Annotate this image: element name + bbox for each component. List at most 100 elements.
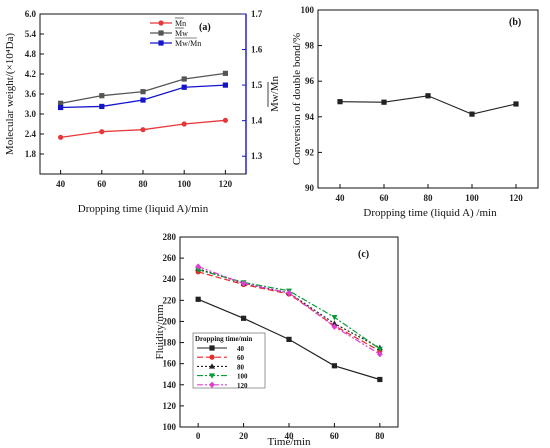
y-tick-label-c: 220 bbox=[163, 295, 177, 305]
legend-label-a: Mw/Mn bbox=[175, 39, 201, 48]
chart-panel-a: 40 60 80 100 120 1.8 2.4 3.0 3.6 4.2 4.8 5.4 6.0 1.3 1… bbox=[4, 9, 281, 215]
data-point bbox=[377, 376, 383, 383]
legend-marker-a bbox=[158, 30, 164, 36]
series-line-mw-mn bbox=[60, 84, 226, 109]
y-tick-label-a: 5.4 bbox=[25, 29, 37, 39]
data-point bbox=[513, 101, 519, 107]
data-point bbox=[240, 280, 247, 287]
x-tick-label-a: 80 bbox=[139, 179, 149, 189]
data-point bbox=[222, 70, 228, 76]
y-axis-label-a: Molecular weight/(×10⁴Da) bbox=[4, 33, 16, 155]
data-point bbox=[286, 289, 292, 297]
data-point bbox=[222, 82, 228, 88]
data-point bbox=[195, 296, 201, 302]
data-point bbox=[195, 263, 202, 270]
data-point bbox=[381, 99, 387, 105]
y-tick-label-c: 100 bbox=[163, 422, 177, 432]
data-point bbox=[181, 84, 187, 90]
marks-a bbox=[58, 70, 228, 140]
data-point bbox=[425, 93, 431, 99]
legend-label-c: 100 bbox=[237, 373, 248, 381]
x-tick-label-c: 40 bbox=[285, 431, 295, 441]
y-tick-label-a: 3.0 bbox=[25, 109, 37, 119]
y-tick-label-c: 180 bbox=[163, 338, 177, 348]
y-tick-label-a: 1.8 bbox=[25, 149, 37, 159]
y-tick-label-a: 6.0 bbox=[25, 9, 37, 19]
legend-marker-a bbox=[158, 40, 164, 46]
legend-label-c: 80 bbox=[237, 363, 245, 371]
plot-frame-b bbox=[317, 9, 539, 189]
x-tick-label-b: 40 bbox=[336, 193, 346, 203]
data-point bbox=[331, 363, 338, 369]
legend-label-c: 40 bbox=[237, 345, 245, 353]
x-axis-label-b: Dropping time (liquid A) /min bbox=[363, 207, 497, 219]
marks-c bbox=[195, 263, 383, 383]
y-tick-label-b: 98 bbox=[305, 41, 315, 51]
legend-label-a: Mn bbox=[175, 19, 186, 28]
data-point bbox=[58, 104, 64, 111]
y-tick-label-a: 4.8 bbox=[25, 49, 37, 59]
legend-box-c bbox=[192, 332, 266, 389]
y-tick-label-b: 100 bbox=[301, 5, 315, 15]
x-tick-label-a: 60 bbox=[97, 179, 107, 189]
y2-axis-label-a: Mw/Mn bbox=[269, 75, 281, 112]
y-axis-label-c: Fluidity/mm bbox=[154, 304, 166, 359]
panel-label-c: (c) bbox=[358, 249, 369, 260]
data-point bbox=[376, 346, 383, 353]
y2-tick-label-a: 1.6 bbox=[251, 45, 263, 55]
data-point bbox=[331, 315, 338, 321]
data-point bbox=[99, 129, 105, 135]
y-tick-label-c: 120 bbox=[163, 401, 177, 411]
x-tick-label-b: 100 bbox=[465, 193, 479, 203]
y2-tick-label-a: 1.5 bbox=[251, 80, 263, 90]
data-point bbox=[337, 99, 343, 105]
data-point bbox=[181, 121, 187, 127]
legend-marker-c bbox=[209, 381, 215, 388]
series-line-120 bbox=[197, 265, 381, 355]
x-tick-label-b: 60 bbox=[380, 193, 390, 203]
legend-marker-a bbox=[158, 20, 164, 26]
data-point bbox=[240, 315, 247, 321]
legend-title-c: Dropping time/min bbox=[195, 335, 252, 343]
x-tick-label-a: 100 bbox=[177, 179, 191, 189]
data-point bbox=[222, 117, 228, 123]
data-point bbox=[58, 100, 64, 106]
y-tick-label-b: 96 bbox=[305, 76, 315, 86]
data-point bbox=[286, 336, 292, 342]
x-tick-label-b: 80 bbox=[424, 193, 434, 203]
y-tick-label-a: 2.4 bbox=[25, 129, 37, 139]
chart-panel-c: 0 20 40 60 80100120140160180200220240260280 … bbox=[154, 232, 399, 448]
y-tick-label-b: 92 bbox=[305, 147, 315, 157]
data-point bbox=[58, 134, 64, 140]
y-axis-label-b: Conversion of double bond/% bbox=[291, 33, 303, 165]
data-point bbox=[195, 267, 202, 273]
data-point bbox=[140, 127, 146, 133]
data-point bbox=[376, 350, 383, 358]
data-point bbox=[469, 111, 475, 117]
y-tick-label-b: 90 bbox=[305, 183, 315, 193]
data-point bbox=[181, 76, 187, 82]
y-tick-label-c: 260 bbox=[163, 253, 177, 263]
y2-tick-label-a: 1.4 bbox=[251, 116, 263, 126]
data-point bbox=[331, 320, 338, 326]
panel-label-b: (b) bbox=[509, 17, 521, 28]
x-axis-label-c: Time/min bbox=[268, 436, 311, 448]
x-tick-label-b: 120 bbox=[509, 193, 523, 203]
data-point bbox=[99, 103, 105, 110]
legend-marker-c bbox=[209, 373, 215, 379]
legend-marker-c bbox=[209, 345, 215, 351]
y-tick-label-b: 94 bbox=[305, 112, 315, 122]
y-tick-label-c: 280 bbox=[163, 232, 177, 242]
y2-tick-label-a: 1.7 bbox=[251, 9, 263, 19]
x-tick-label-c: 80 bbox=[375, 431, 385, 441]
y-tick-label-c: 240 bbox=[163, 274, 177, 284]
y-tick-label-a: 3.6 bbox=[25, 89, 37, 99]
axes-a: 40 60 80 100 120 1.8 2.4 3.0 3.6 4.2 4.8 5.4 6.0 1.3 1… bbox=[25, 9, 263, 189]
y-tick-label-c: 140 bbox=[163, 380, 177, 390]
plot-frame-c bbox=[179, 236, 399, 428]
panel-label-a: (a) bbox=[199, 22, 211, 33]
